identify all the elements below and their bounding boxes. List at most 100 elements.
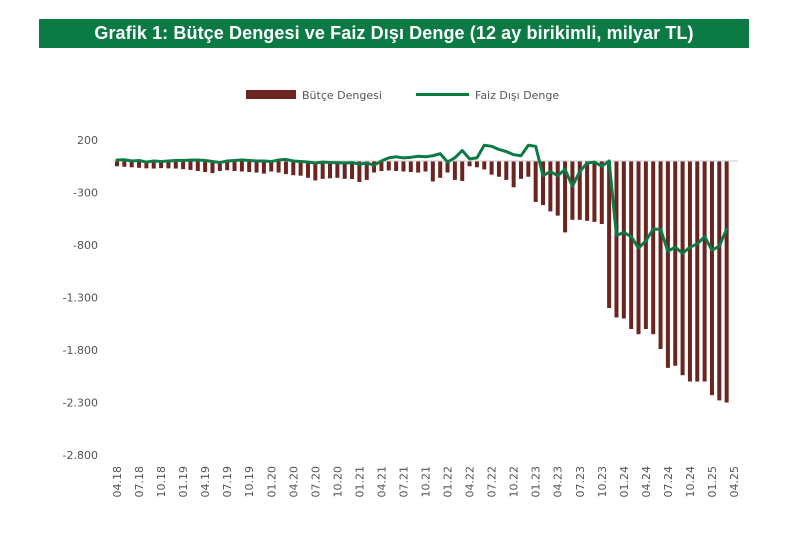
- line-series: [115, 143, 729, 255]
- bar: [129, 161, 134, 168]
- bar: [364, 161, 369, 180]
- bar: [210, 161, 215, 174]
- x-tick-label: 07.19: [221, 466, 234, 498]
- x-axis: 04.18 07.18 10.18 01.19 04.19 07.19 10.19 01.20…: [111, 466, 741, 498]
- bar: [166, 161, 171, 169]
- bar: [518, 161, 523, 179]
- x-tick-label: 10.20: [331, 466, 344, 498]
- bar: [709, 161, 714, 396]
- bar: [658, 161, 663, 349]
- y-axis: 200 -300 -800 -1.300 -1.800 -2.300 -2.800: [63, 134, 98, 462]
- bar: [416, 161, 421, 173]
- y-tick-label: 200: [77, 134, 98, 147]
- bar: [357, 161, 362, 182]
- bar: [144, 161, 149, 169]
- bar: [702, 161, 707, 382]
- bar: [122, 161, 127, 167]
- bar: [232, 161, 237, 171]
- bar: [717, 161, 722, 401]
- title-bar: Grafik 1: Bütçe Dengesi ve Faiz Dışı Den…: [39, 19, 749, 48]
- bar: [607, 161, 612, 308]
- x-tick-label: 07.21: [397, 466, 410, 498]
- bar: [151, 161, 156, 169]
- x-tick-label: 04.23: [552, 466, 565, 498]
- x-tick-label: 07.23: [574, 466, 587, 498]
- x-tick-label: 07.24: [662, 466, 675, 498]
- bar: [541, 161, 546, 206]
- bar: [665, 161, 670, 368]
- bar: [687, 161, 692, 382]
- bar: [445, 161, 450, 173]
- x-tick-label: 01.23: [530, 466, 543, 498]
- bar: [298, 161, 303, 176]
- x-tick-label: 01.22: [442, 466, 455, 498]
- bar: [482, 161, 487, 170]
- y-tick-label: -1.800: [63, 344, 98, 357]
- y-tick-label: -800: [73, 239, 98, 252]
- bar: [577, 161, 582, 220]
- legend-label-faiz-disi-denge: Faiz Dışı Denge: [475, 89, 559, 102]
- y-tick-label: -300: [73, 187, 98, 200]
- bar: [115, 161, 119, 167]
- bar: [379, 161, 384, 171]
- bar: [511, 161, 516, 188]
- bar: [452, 161, 457, 180]
- y-tick-label: -1.300: [63, 292, 98, 305]
- legend-label-butce-dengesi: Bütçe Dengesi: [302, 89, 382, 102]
- bar: [203, 161, 208, 173]
- bar: [386, 161, 391, 171]
- bar: [621, 161, 626, 319]
- bar: [269, 161, 274, 172]
- bar: [673, 161, 678, 366]
- bar: [254, 161, 259, 173]
- bar: [533, 161, 538, 202]
- bar: [159, 161, 164, 169]
- x-tick-label: 04.19: [199, 466, 212, 498]
- bar: [695, 161, 700, 382]
- bar: [680, 161, 685, 376]
- x-tick-label: 04.20: [287, 466, 300, 498]
- bar: [438, 161, 443, 178]
- bar: [651, 161, 656, 335]
- bar: [342, 161, 347, 179]
- bar: [474, 161, 479, 168]
- bar: [643, 161, 648, 329]
- bar: [394, 161, 399, 171]
- bar: [291, 161, 296, 176]
- bar: [570, 161, 575, 220]
- bar: [137, 161, 142, 168]
- bar: [614, 161, 619, 318]
- bar: [305, 161, 310, 178]
- bar: [261, 161, 266, 174]
- bar: [629, 161, 634, 329]
- bar: [408, 161, 413, 173]
- bar: [599, 161, 604, 224]
- bar: [335, 161, 340, 178]
- x-tick-label: 04.24: [640, 466, 653, 498]
- bar: [320, 161, 325, 179]
- bar: [526, 161, 531, 177]
- x-tick-label: 04.21: [375, 466, 388, 498]
- x-tick-label: 04.25: [728, 466, 741, 498]
- bar: [460, 161, 465, 181]
- bar: [195, 161, 200, 171]
- bar: [276, 161, 281, 173]
- bar: [247, 161, 252, 173]
- legend-swatch-bar: [246, 90, 296, 99]
- bar: [467, 161, 472, 167]
- bar: [724, 161, 729, 403]
- bar: [489, 161, 494, 175]
- x-tick-label: 07.22: [486, 466, 499, 498]
- x-tick-label: 04.18: [111, 466, 124, 498]
- y-tick-label: -2.300: [63, 397, 98, 410]
- bar: [173, 161, 178, 169]
- x-tick-label: 10.23: [596, 466, 609, 498]
- bar-series: [115, 161, 729, 403]
- bar: [188, 161, 193, 170]
- bar: [181, 161, 186, 170]
- series-line-faiz-disi-denge: [115, 143, 729, 255]
- x-tick-label: 07.18: [133, 466, 146, 498]
- bar: [430, 161, 435, 182]
- bar: [328, 161, 333, 179]
